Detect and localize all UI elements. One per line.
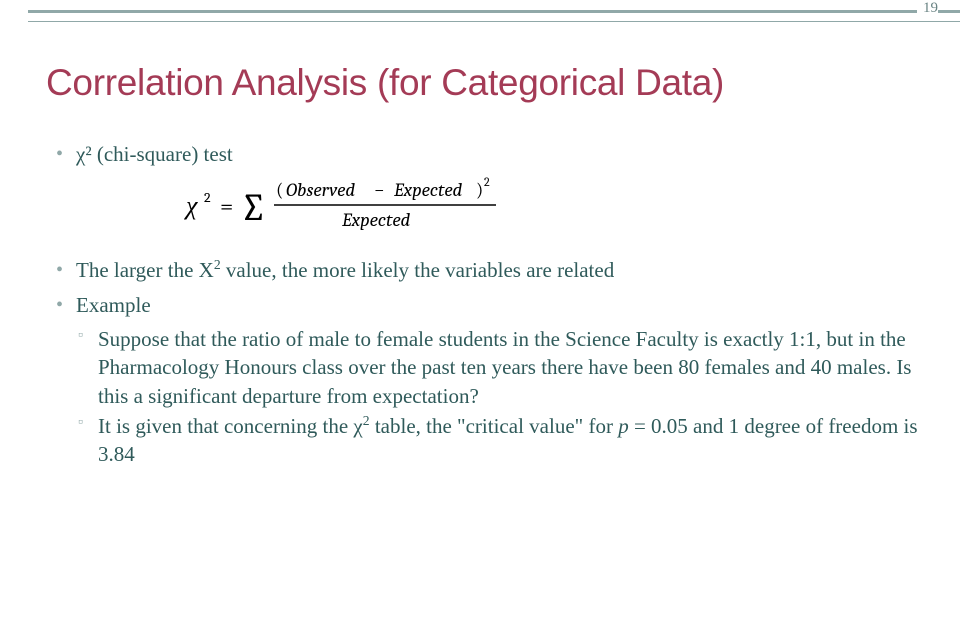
bullet-text-post: value, the more likely the variables are…	[221, 258, 615, 282]
formula-num-sup: 2	[484, 175, 490, 189]
formula-sigma: ∑	[240, 186, 267, 230]
p-italic: p	[618, 414, 629, 438]
bullet-text: χ² (chi-square) test	[76, 142, 233, 166]
formula-minus: −	[374, 179, 385, 201]
formula-eq: =	[220, 192, 233, 220]
formula-expected-den: Expected	[341, 209, 411, 231]
bullet-example: Example	[54, 291, 920, 319]
page-number: 19	[917, 0, 938, 17]
formula-chi: χ	[184, 191, 198, 221]
header-rule	[28, 10, 960, 22]
bullet-text-pre: The larger the Χ	[76, 258, 214, 282]
bullet-critical-value: It is given that concerning the χ2 table…	[76, 412, 920, 469]
bullet-larger-x2: The larger the Χ2 value, the more likely…	[54, 256, 920, 284]
formula-paren-close: )	[476, 179, 483, 201]
bullet-text-mid: table, the "critical value" for	[370, 414, 619, 438]
formula-expected-num: Expected	[393, 179, 463, 201]
formula-observed: Observed	[286, 179, 355, 201]
bullet-text-pre: It is given that concerning the χ	[98, 414, 363, 438]
formula-paren-open: (	[276, 179, 283, 201]
slide-body: χ² (chi-square) test χ 2 = ∑ ( Observed …	[54, 140, 920, 471]
bullet-text: Example	[76, 293, 151, 317]
bullet-text: Suppose that the ratio of male to female…	[98, 327, 911, 408]
superscript-2: 2	[363, 413, 370, 428]
formula-svg: χ 2 = ∑ ( Observed − Expected ) 2 Expect…	[184, 174, 544, 238]
bullet-chi-square-test: χ² (chi-square) test	[54, 140, 920, 168]
chi-square-formula: χ 2 = ∑ ( Observed − Expected ) 2 Expect…	[184, 174, 920, 238]
superscript-2: 2	[214, 257, 221, 272]
slide-title: Correlation Analysis (for Categorical Da…	[46, 62, 724, 104]
bullet-suppose: Suppose that the ratio of male to female…	[76, 325, 920, 410]
formula-chi-sup: 2	[204, 189, 211, 206]
